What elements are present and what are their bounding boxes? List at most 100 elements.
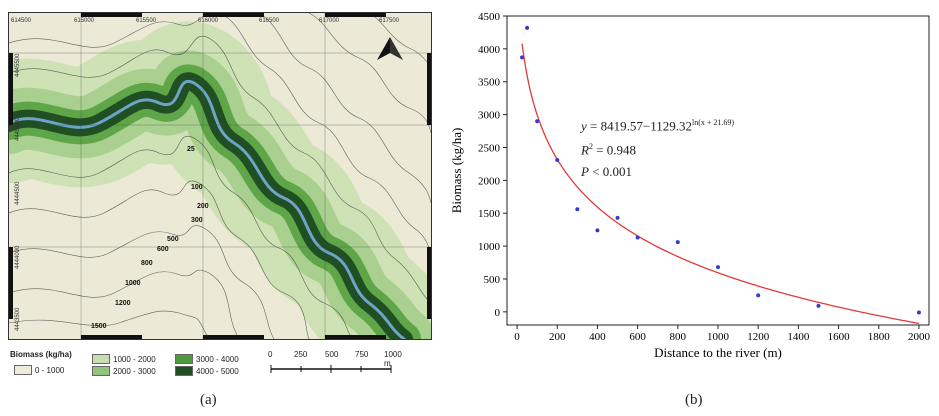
equation-rhs: = 8419.57−1129.32 xyxy=(586,118,692,134)
scale-label: 0 xyxy=(268,350,273,359)
contour-line xyxy=(9,35,431,304)
biomass-map: 25 100 200 300 500 600 800 1000 1200 150… xyxy=(8,12,432,340)
data-point xyxy=(575,207,580,212)
contour-label-25: 25 xyxy=(187,146,195,153)
biomass-zones xyxy=(9,22,431,339)
fit-curve-layer xyxy=(521,43,920,325)
contour-line xyxy=(9,310,210,339)
data-point xyxy=(555,157,560,162)
data-point xyxy=(916,310,921,315)
fit-curve xyxy=(521,43,920,325)
data-points-layer xyxy=(520,25,921,315)
regression-equation: y = 8419.57−1129.32ln(x + 21.69) R2 = 0.… xyxy=(581,112,734,182)
data-point xyxy=(525,25,530,30)
x-axis-label: Distance to the river (m) xyxy=(654,345,782,360)
coord-top: 617500 xyxy=(379,18,400,24)
x-tick-label: 600 xyxy=(629,331,646,343)
contour-label-200: 200 xyxy=(197,203,209,210)
contour-label-600: 600 xyxy=(157,246,169,253)
x-tick-label: 400 xyxy=(589,331,606,343)
map-legend: Biomass (kg/ha) 0 - 1000 1000 - 2000 200… xyxy=(10,350,260,390)
coord-top: 615500 xyxy=(136,18,157,24)
y-tick-label: 500 xyxy=(484,274,501,286)
x-tick-label: 2000 xyxy=(908,331,931,343)
x-tick-label: 1200 xyxy=(747,331,770,343)
legend-label: 2000 - 3000 xyxy=(113,366,156,376)
legend-swatch xyxy=(92,366,110,376)
data-point xyxy=(675,240,680,245)
data-point xyxy=(520,55,525,60)
y-tick-label: 3500 xyxy=(478,77,501,89)
coord-top: 616500 xyxy=(259,18,280,24)
r2-sup: 2 xyxy=(588,142,593,152)
biomass-distance-chart: 0 200 400 600 800 1000 1200 1400 1600 1800 2000 0 50… xyxy=(449,11,931,360)
equation-y-var: y xyxy=(581,118,587,134)
contour-line xyxy=(9,13,431,264)
p-value-line: P < 0.001 xyxy=(581,161,734,182)
contour-label-1500: 1500 xyxy=(91,323,107,330)
contour-label-100: 100 xyxy=(191,184,203,191)
legend-swatch xyxy=(92,354,110,364)
coord-left: 4445000 xyxy=(15,117,21,141)
contour-line xyxy=(308,13,431,134)
y-tick-label: 1500 xyxy=(478,208,501,220)
data-point xyxy=(716,265,720,270)
north-arrow-icon xyxy=(377,37,403,60)
scale-bar: 0 250 500 750 1000 m xyxy=(268,350,408,380)
y-tick-label: 1000 xyxy=(478,241,501,253)
y-tick-label: 0 xyxy=(495,307,501,319)
legend-item-3000-4000: 3000 - 4000 xyxy=(175,354,239,364)
coord-left: 4444000 xyxy=(15,245,21,269)
contour-line xyxy=(9,180,310,339)
y-tick-label: 4000 xyxy=(478,44,501,56)
legend-swatch xyxy=(175,366,193,376)
map-panel: 25 100 200 300 500 600 800 1000 1200 150… xyxy=(0,0,440,416)
legend-title: Biomass (kg/ha) xyxy=(10,350,72,359)
data-point xyxy=(615,215,620,220)
contour-line xyxy=(258,13,431,204)
equation-exponent: ln(x + 21.69) xyxy=(691,118,735,127)
legend-swatch xyxy=(14,365,32,375)
data-point xyxy=(535,119,540,124)
y-tick-label: 2000 xyxy=(478,175,501,187)
coord-left: 4444500 xyxy=(15,181,21,205)
legend-label: 1000 - 2000 xyxy=(113,354,156,364)
legend-item-2000-3000: 2000 - 3000 xyxy=(92,366,156,376)
p-var: P xyxy=(581,163,589,179)
p-value: < 0.001 xyxy=(588,163,633,179)
data-point xyxy=(595,228,600,233)
scale-label: 1000 m xyxy=(384,350,402,368)
map-graticule xyxy=(9,13,431,339)
data-point xyxy=(816,303,821,308)
contour-line xyxy=(9,269,240,339)
map-canvas: 25 100 200 300 500 600 800 1000 1200 150… xyxy=(9,13,431,339)
scale-label: 500 xyxy=(325,350,339,359)
distance-contours xyxy=(9,13,431,339)
scale-bar-graphic xyxy=(270,365,392,373)
scale-label: 250 xyxy=(294,350,308,359)
panel-label-b: (b) xyxy=(685,392,703,408)
coord-left: 4445500 xyxy=(15,53,21,77)
coord-top: 615000 xyxy=(74,18,95,24)
legend-item-0-1000: 0 - 1000 xyxy=(14,365,64,375)
x-tick-label: 1800 xyxy=(868,331,891,343)
legend-item-4000-5000: 4000 - 5000 xyxy=(175,366,239,376)
contour-line xyxy=(9,225,275,339)
contour-line xyxy=(368,13,431,69)
r-squared-line: R2 = 0.948 xyxy=(581,136,734,160)
x-tick-label: 1400 xyxy=(787,331,810,343)
legend-label: 4000 - 5000 xyxy=(196,366,239,376)
coord-top: 614500 xyxy=(11,18,32,24)
contour-label-300: 300 xyxy=(191,217,203,224)
coord-top: 617000 xyxy=(319,18,340,24)
river-line xyxy=(9,79,406,339)
chart-panel: 0 200 400 600 800 1000 1200 1400 1600 1800 2000 0 50… xyxy=(445,0,939,416)
contour-label-1000: 1000 xyxy=(125,280,141,287)
y-tick-label: 2500 xyxy=(478,142,501,154)
x-tick-label: 0 xyxy=(514,331,520,343)
y-axis-label: Biomass (kg/ha) xyxy=(449,128,464,214)
x-tick-label: 1600 xyxy=(828,331,851,343)
legend-label: 0 - 1000 xyxy=(35,365,65,375)
contour-labels: 25 100 200 300 500 600 800 1000 1200 150… xyxy=(91,146,209,330)
legend-swatch xyxy=(175,354,193,364)
